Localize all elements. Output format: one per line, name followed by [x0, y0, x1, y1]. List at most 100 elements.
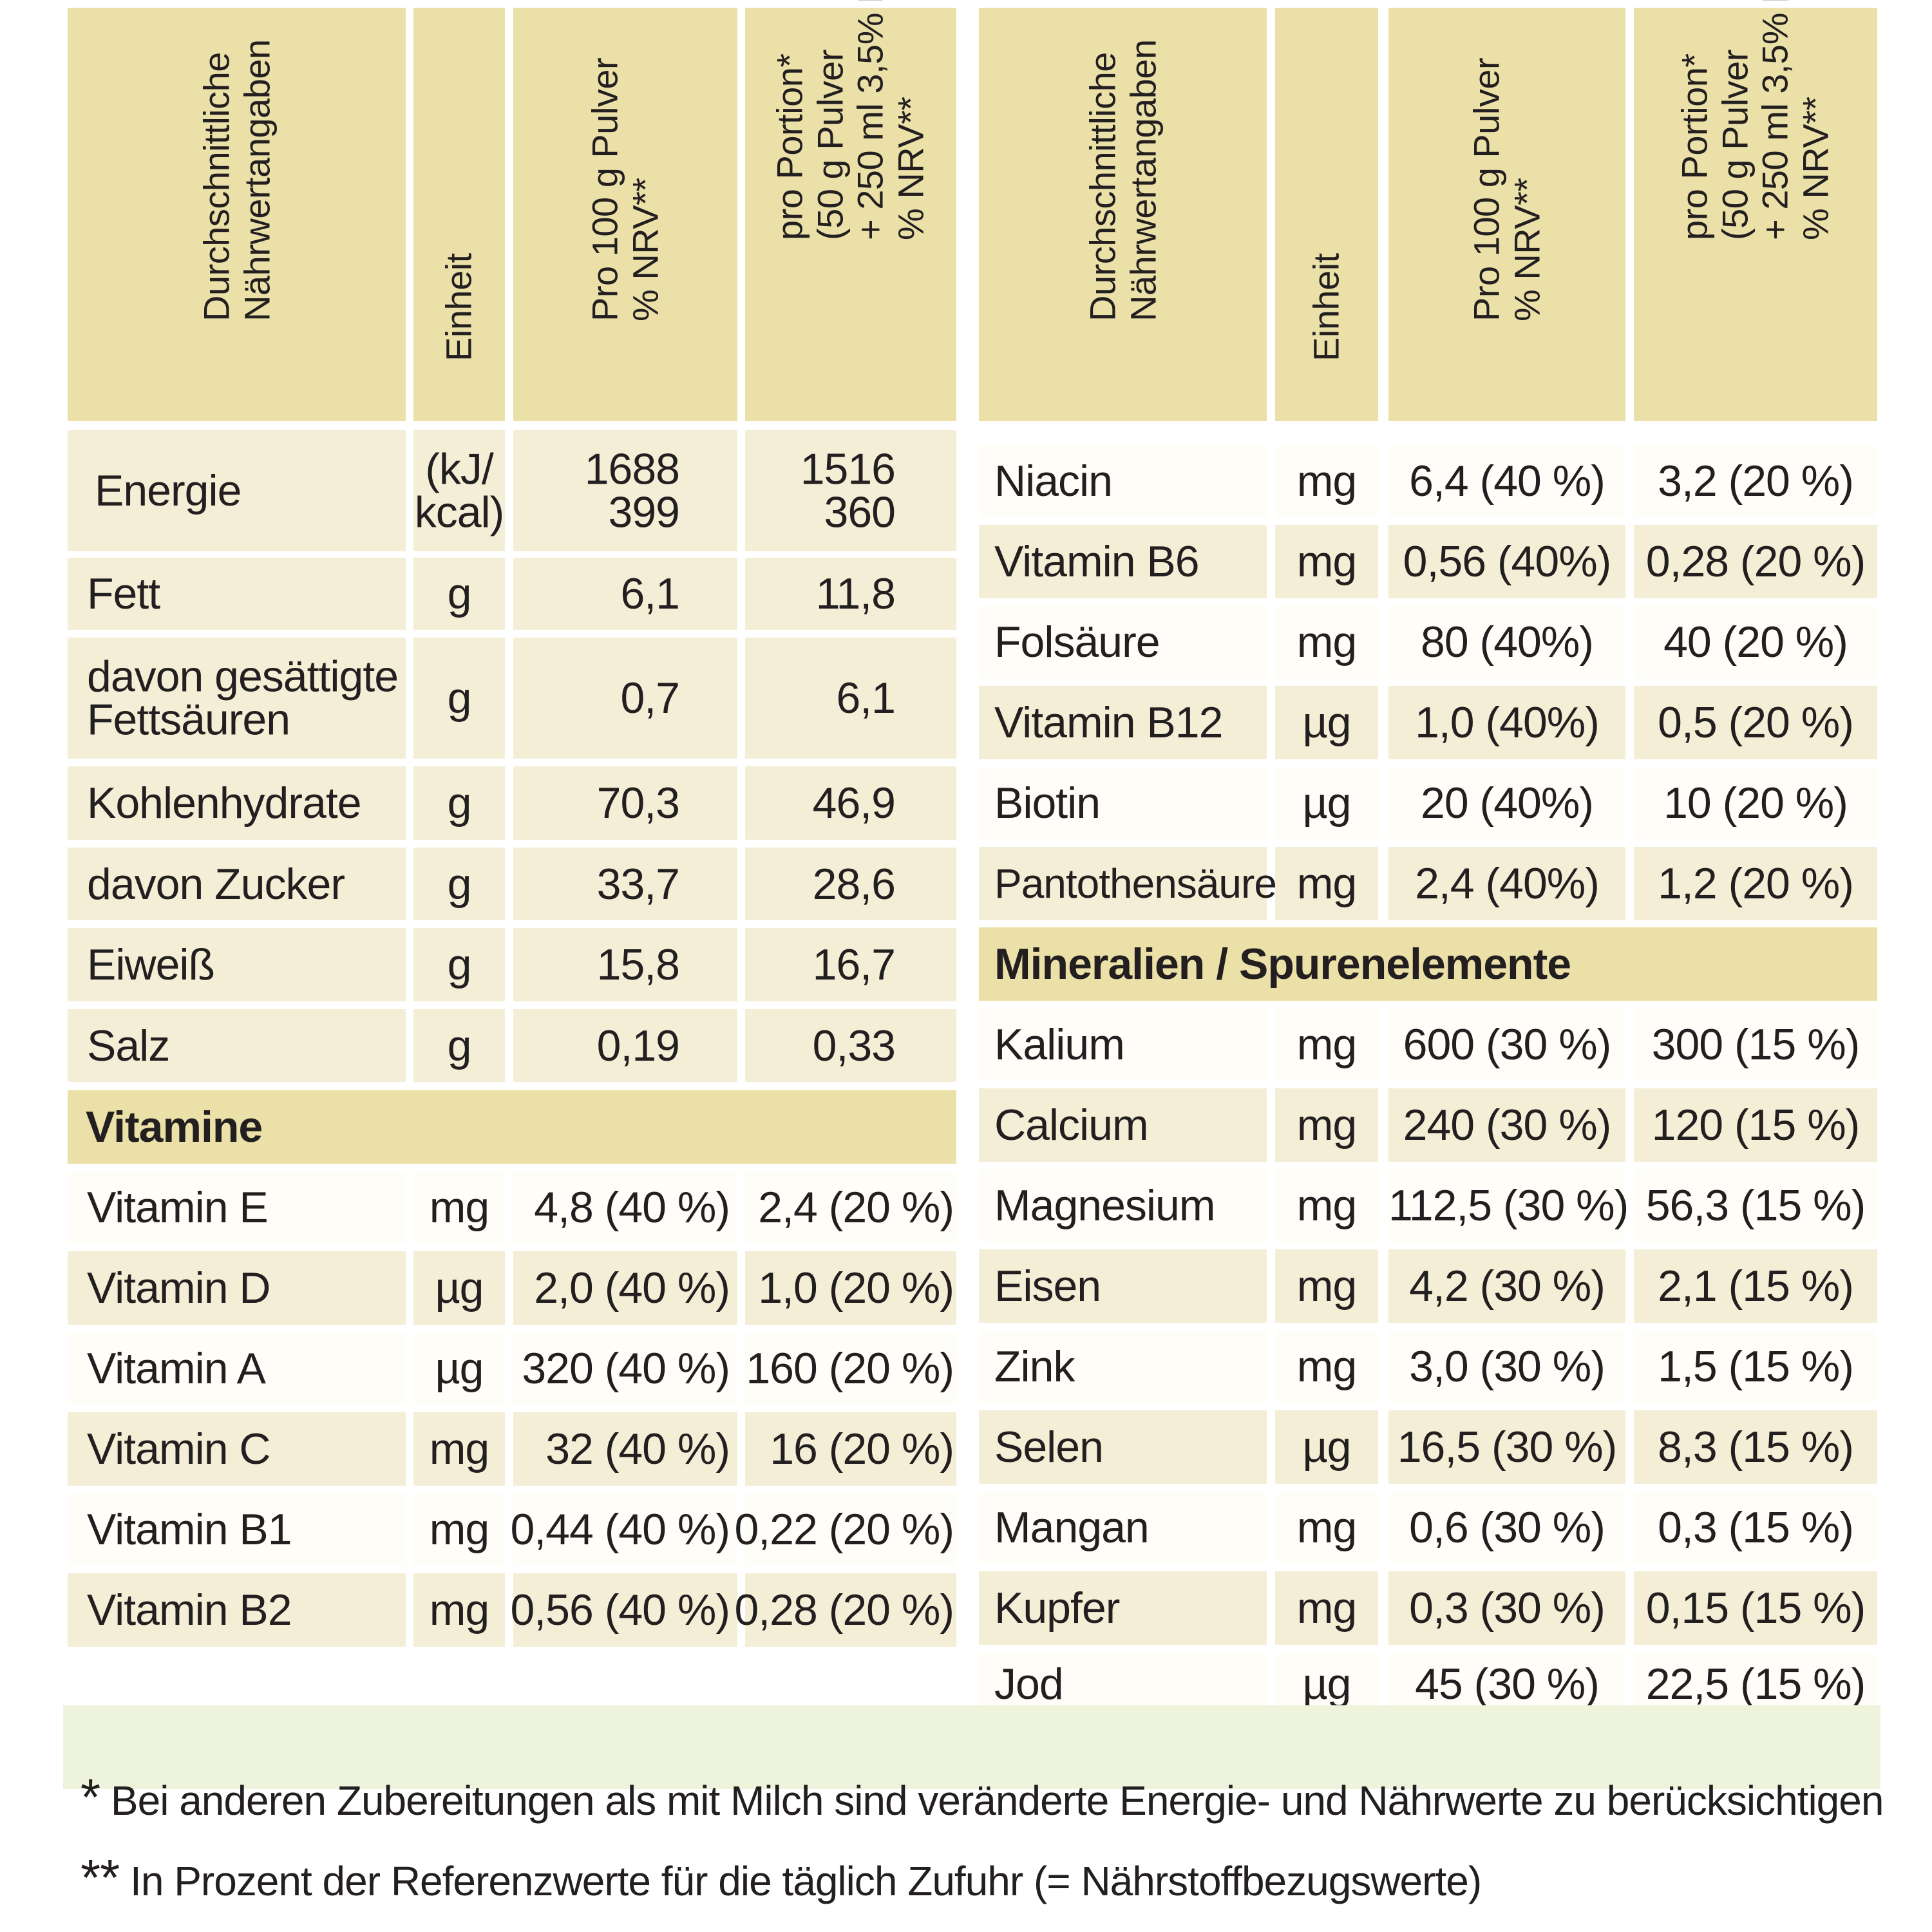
unit-value: mg: [1296, 537, 1357, 586]
per100-value: 4,2 (30 %): [1409, 1262, 1605, 1311]
vitamin-name: Biotin: [994, 779, 1101, 828]
per100-cell: 0,44 (40 %): [510, 1493, 737, 1566]
mineral-name-cell: Kalium: [979, 1008, 1267, 1081]
portion-value: 0,15 (15 %): [1645, 1584, 1866, 1633]
header-portion-right-label: pro Portion* (50 g Pulver + 250 ml 3,5% …: [1674, 0, 1836, 241]
nutrient-name: Salz: [87, 1021, 170, 1070]
unit-value: g: [447, 569, 472, 618]
unit-value: mg: [1296, 1020, 1357, 1069]
portion-value: 2,1 (15 %): [1658, 1262, 1854, 1311]
per100-cell: 0,56 (40%): [1388, 525, 1625, 598]
portion-cell: 0,22 (20 %): [734, 1493, 956, 1566]
unit-cell: mg: [413, 1412, 505, 1486]
per100-cell: 2,4 (40%): [1388, 847, 1625, 920]
portion-value: 11,8: [815, 569, 896, 618]
unit-value: µg: [1302, 698, 1352, 747]
vitamin-name-cell: Vitamin B6: [979, 525, 1267, 598]
portion-value: 16,7: [812, 940, 896, 989]
header-per100-right: Pro 100 g Pulver % NRV**: [1388, 8, 1625, 421]
unit-value: mg: [1296, 1181, 1357, 1230]
unit-cell: g: [413, 638, 505, 759]
footnote-1: * Bei anderen Zubereitungen als mit Milc…: [80, 1768, 1884, 1827]
per100-value: 600 (30 %): [1403, 1020, 1612, 1069]
per100-cell: 6,4 (40 %): [1388, 444, 1625, 518]
unit-cell: mg: [413, 1573, 505, 1647]
vitamin-name: Niacin: [994, 457, 1113, 506]
portion-cell: 2,1 (15 %): [1634, 1249, 1877, 1323]
mineral-name-cell: Eisen: [979, 1249, 1267, 1323]
portion-value: 8,3 (15 %): [1658, 1423, 1854, 1472]
portion-value: 6,1: [836, 674, 896, 723]
portion-cell: 300 (15 %): [1634, 1008, 1877, 1081]
unit-cell: mg: [1275, 444, 1378, 518]
mineral-name-cell: Calcium: [979, 1088, 1267, 1162]
portion-cell: 16 (20 %): [745, 1412, 956, 1486]
unit-value: µg: [435, 1264, 484, 1312]
section-minerals: Mineralien / Spurenelemente: [979, 927, 1877, 1001]
header-unit-right-label: Einheit: [1305, 253, 1347, 362]
per100-value: 0,19: [596, 1021, 680, 1070]
portion-cell: 6,1: [745, 638, 956, 759]
per100-value: 0,44 (40 %): [510, 1505, 730, 1554]
per100-value: 0,3 (30 %): [1409, 1584, 1605, 1633]
per100-cell: 33,7: [513, 848, 737, 920]
unit-cell: mg: [1275, 605, 1378, 679]
nutrient-name: Energie: [95, 466, 242, 515]
unit-value: mg: [1296, 1101, 1357, 1150]
unit-value: g: [447, 779, 472, 828]
per100-value: 0,7: [620, 674, 680, 723]
per100-cell: 32 (40 %): [513, 1412, 737, 1486]
mineral-name: Calcium: [994, 1101, 1149, 1150]
unit-cell: mg: [1275, 525, 1378, 598]
per100-value: 16,5 (30 %): [1397, 1423, 1618, 1472]
nutrient-name: davon gesättigte Fettsäuren: [87, 652, 399, 744]
portion-cell: 0,15 (15 %): [1634, 1571, 1877, 1645]
portion-value: 160 (20 %): [746, 1344, 954, 1393]
mineral-name: Selen: [994, 1423, 1104, 1472]
vitamin-name-cell: Vitamin E: [68, 1171, 406, 1244]
per100-value: 6,4 (40 %): [1409, 457, 1605, 506]
right-nutrition-table: Durchschnittliche Nährwertangaben Einhei…: [979, 0, 1877, 421]
per100-value: 1,0 (40%): [1415, 698, 1600, 747]
portion-cell: 1516 360: [745, 430, 956, 551]
unit-value: mg: [429, 1586, 489, 1634]
portion-value: 0,28 (20 %): [1645, 537, 1866, 586]
unit-cell: mg: [1275, 1008, 1378, 1081]
mineral-name: Mangan: [994, 1503, 1150, 1552]
vitamin-name: Folsäure: [994, 618, 1160, 667]
portion-value: 0,22 (20 %): [734, 1505, 954, 1554]
footer-band: [63, 1705, 1880, 1789]
per100-value: 4,8 (40 %): [534, 1183, 730, 1232]
per100-value: 80 (40%): [1421, 618, 1594, 667]
section-minerals-title: Mineralien / Spurenelemente: [994, 940, 1571, 989]
vitamin-name: Vitamin D: [87, 1264, 271, 1312]
unit-cell: µg: [1275, 1410, 1378, 1484]
unit-cell: g: [413, 766, 505, 840]
portion-cell: 28,6: [745, 848, 956, 920]
portion-cell: 0,3 (15 %): [1634, 1491, 1877, 1564]
vitamin-name-cell: Vitamin D: [68, 1251, 406, 1325]
portion-value: 10 (20 %): [1663, 779, 1848, 828]
portion-value: 1516 360: [800, 444, 896, 536]
portion-value: 56,3 (15 %): [1645, 1181, 1866, 1230]
per100-value: 0,6 (30 %): [1409, 1503, 1605, 1552]
portion-cell: 1,0 (20 %): [745, 1251, 956, 1325]
mineral-name: Magnesium: [994, 1181, 1215, 1230]
portion-cell: 8,3 (15 %): [1634, 1410, 1877, 1484]
portion-cell: 1,5 (15 %): [1634, 1330, 1877, 1403]
per100-value: 2,4 (40%): [1415, 859, 1600, 908]
unit-value: g: [447, 940, 472, 989]
footnote-1-mark: *: [80, 1768, 100, 1826]
portion-cell: 11,8: [745, 558, 956, 630]
section-vitamine: Vitamine: [68, 1090, 956, 1164]
footnote-1-text: Bei anderen Zubereitungen als mit Milch …: [110, 1777, 1884, 1824]
nutrient-name: Eiweiß: [87, 940, 215, 989]
unit-cell: mg: [413, 1493, 505, 1566]
unit-cell: g: [413, 1009, 505, 1082]
vitamin-name: Vitamin C: [87, 1425, 271, 1473]
per100-value: 0,56 (40 %): [510, 1586, 730, 1634]
per100-value: 112,5 (30 %): [1388, 1181, 1629, 1230]
per100-cell: 20 (40%): [1388, 766, 1625, 840]
unit-cell: mg: [1275, 1491, 1378, 1564]
per100-cell: 2,0 (40 %): [513, 1251, 737, 1325]
